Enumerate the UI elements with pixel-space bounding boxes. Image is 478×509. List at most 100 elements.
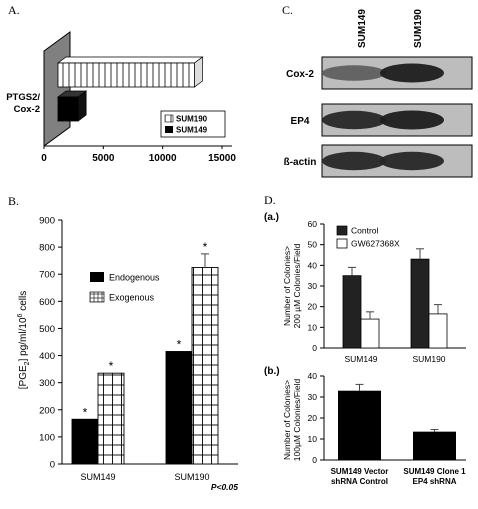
panel-d-a-y-tick-label: 20 — [308, 302, 318, 312]
panel-d-b-y-tick-label: 10 — [308, 434, 318, 444]
panel-d-a-ylabel-line-1: Number of Colonies> — [282, 246, 292, 326]
panel-b-significance-mark: * — [177, 337, 182, 351]
blot-band — [380, 110, 444, 130]
blot-row-label: EP4 — [291, 116, 310, 127]
legend-label-control: Control — [351, 226, 379, 236]
legend-label-exogenous: Exogenous — [109, 293, 155, 303]
panel-b-error-bar — [201, 253, 209, 268]
panel-d-a-bar — [410, 258, 430, 349]
blot-row-label: ß-actin — [284, 157, 317, 168]
panel-d-a-y-tick-label: 60 — [308, 219, 318, 229]
panel-d-b-error-bar — [355, 383, 364, 391]
blot-row-1: Cox-2 — [286, 56, 473, 90]
panel-a-letter: A. — [8, 3, 20, 17]
panel-a-bar-sum190 — [56, 56, 204, 88]
panel-d-a-error-bar — [348, 266, 356, 276]
panel-d-b-x-tick-label: shRNA Control — [331, 477, 388, 486]
panel-d-b-error-bar — [430, 429, 439, 432]
blot-band — [380, 151, 444, 171]
panel-a-bar-sum149 — [56, 90, 88, 122]
panel-b-bar — [71, 418, 99, 465]
panel-b-y-tick-label: 300 — [39, 378, 55, 389]
panel-b-significance-mark: * — [203, 240, 208, 254]
panel-a-ylabel-line-2: Cox-2 — [14, 104, 40, 115]
panel-b-x-tick-label: SUM190 — [174, 472, 209, 482]
panel-d-b-y-tick-label: 20 — [308, 413, 318, 423]
panel-d-letter: D. — [264, 193, 276, 207]
panel-b-y-tick-label: 200 — [39, 405, 55, 416]
panel-d-a-y-tick-label: 0 — [312, 343, 317, 353]
panel-d-a-ylabel-line-2: 200 µM Colonies/Field — [292, 243, 302, 328]
panel-b-x-tick-label: SUM149 — [80, 472, 115, 482]
panel-d-b-y-tick-label: 40 — [308, 371, 318, 381]
panel-d-b-ylabel-line-1: Number of Colonies> — [282, 380, 292, 460]
panel-d-a-y-tick-label: 10 — [308, 322, 318, 332]
legend-swatch-exogenous — [89, 291, 105, 303]
panel-a-x-tick-label: 15000 — [208, 153, 236, 164]
panel-c: C. SUM149 SUM190 Cox-2 EP4 ß-actin — [282, 3, 473, 178]
panel-d-a-y-tick-label: 50 — [308, 240, 318, 250]
panel-d-a-error-bar — [434, 304, 442, 314]
panel-d-a-bar — [428, 313, 448, 349]
panel-d-a-x-tick-label: SUM149 — [344, 354, 377, 364]
panel-b-y-tick-label: 700 — [39, 270, 55, 281]
panel-b-significance-mark: * — [83, 405, 88, 419]
blot-band — [322, 151, 386, 171]
panel-d-a-legend: Control GW627368X — [336, 225, 400, 249]
panel-d-b-ylabel-line-2: 100µM Colonies/Field — [292, 379, 302, 462]
panel-d-a-bar — [360, 318, 380, 349]
panel-c-letter: C. — [282, 3, 293, 17]
panel-d-a-error-bar — [366, 311, 374, 320]
panel-b-y-tick-label: 100 — [39, 432, 55, 443]
panel-b-letter: B. — [8, 194, 19, 208]
panel-d-b-y-tick-label: 0 — [312, 455, 317, 465]
panel-b-footnote: P<0.05 — [211, 482, 238, 492]
panel-a-back-wall — [43, 31, 71, 147]
panel-a-ylabel-line-1: PTGS2/ — [6, 92, 40, 103]
panel-a-x-tick-label: 0 — [41, 153, 47, 164]
legend-label-gw627368x: GW627368X — [351, 239, 400, 249]
panel-a-x-tick-label: 5000 — [92, 153, 115, 164]
panel-a: A. PTGS2/ Cox-2 0 5000 10000 15000 SUM190 S… — [6, 3, 236, 164]
panel-d-b-x-tick-label: SUM149 Vector — [331, 467, 389, 476]
panel-b-bar — [191, 266, 219, 465]
panel-d-b-bar — [338, 390, 381, 460]
panel-d-a-y-tick-label: 40 — [308, 260, 318, 270]
panel-d-b-y-tick-label: 30 — [308, 392, 318, 402]
panel-b: B. [PGE2] pg/ml/106 cells 0 100 200 300 400 5… — [8, 194, 238, 492]
panel-d-a-x-tick-label: SUM190 — [412, 354, 445, 364]
blot-band — [322, 110, 386, 130]
panel-b-y-tick-label: 500 — [39, 324, 55, 335]
legend-swatch-endogenous — [90, 272, 104, 282]
panel-a-x-tick-label: 10000 — [149, 153, 177, 164]
panel-d-a-bar — [342, 275, 362, 349]
panel-b-legend: Endogenous Exogenous — [89, 272, 160, 303]
panel-b-y-tick-label: 900 — [39, 216, 55, 227]
panel-b-y-tick-label: 800 — [39, 243, 55, 254]
blot-lane-label-sum149: SUM149 — [357, 9, 368, 48]
panel-d: D. (a.) Number of Colonies> 200 µM Colon… — [264, 193, 466, 486]
legend-label-sum149: SUM149 — [176, 126, 208, 135]
panel-b-significance-mark: * — [109, 359, 114, 373]
panel-b-bar — [97, 372, 125, 465]
blot-band — [322, 65, 386, 81]
blot-band — [380, 63, 444, 83]
panel-d-a-letter: (a.) — [264, 212, 279, 223]
legend-swatch-sum190 — [164, 114, 174, 123]
panel-b-ylabel: [PGE2] pg/ml/106 cells — [17, 291, 31, 389]
panel-d-b-letter: (b.) — [264, 366, 280, 377]
panel-d-b-x-tick-label: EP4 shRNA — [412, 477, 456, 486]
blot-row-3: ß-actin — [284, 144, 473, 178]
legend-label-sum190: SUM190 — [176, 115, 208, 124]
legend-swatch-control — [336, 225, 348, 236]
panel-a-legend: SUM190 SUM149 — [160, 110, 226, 138]
legend-swatch-sum149 — [165, 126, 173, 133]
panel-d-a-y-tick-label: 30 — [308, 281, 318, 291]
blot-row-2: EP4 — [291, 103, 473, 137]
blot-lane-label-sum190: SUM190 — [413, 9, 424, 48]
panel-b-y-tick-label: 600 — [39, 297, 55, 308]
panel-d-b-x-tick-label: SUM149 Clone 1 — [403, 467, 466, 476]
legend-label-endogenous: Endogenous — [109, 273, 160, 283]
panel-b-bar — [165, 351, 193, 465]
